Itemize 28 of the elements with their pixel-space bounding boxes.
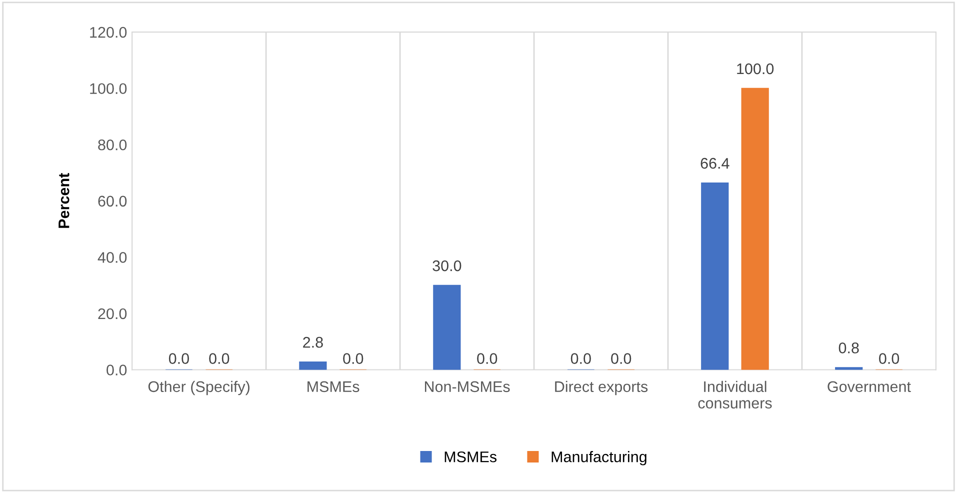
x-tick-label: Government bbox=[828, 381, 911, 392]
x-tick-label: Direct exports bbox=[555, 380, 648, 396]
x-tick-label: Other (Specify) bbox=[148, 380, 250, 396]
x-tick-label: Individual consumers bbox=[698, 380, 772, 409]
legend-label: MSMEs bbox=[444, 451, 497, 462]
data-label: 0.0 bbox=[879, 353, 900, 364]
y-axis-title: Percent bbox=[58, 173, 70, 228]
data-label: 0.0 bbox=[168, 353, 189, 364]
data-label: 2.8 bbox=[303, 336, 323, 348]
data-label: 30.0 bbox=[432, 260, 462, 272]
data-label: 0.0 bbox=[209, 353, 230, 364]
y-tick-label: 80.0 bbox=[98, 139, 127, 150]
data-label: 66.4 bbox=[700, 158, 730, 169]
x-tick-label: MSMEs bbox=[308, 381, 360, 392]
data-label: 0.0 bbox=[570, 353, 591, 364]
data-label: 0.0 bbox=[343, 353, 364, 364]
y-tick-label: 0.0 bbox=[106, 364, 127, 376]
data-label: 0.0 bbox=[477, 353, 498, 364]
y-tick-label: 100.0 bbox=[90, 83, 127, 94]
y-tick-label: 60.0 bbox=[98, 196, 127, 207]
y-tick-label: 120.0 bbox=[90, 26, 127, 38]
x-tick-label: Non-MSMEs bbox=[424, 381, 510, 392]
y-tick-label: 40.0 bbox=[98, 252, 127, 263]
data-label: 100.0 bbox=[737, 63, 774, 74]
y-tick-label: 20.0 bbox=[98, 308, 127, 320]
data-label: 0.8 bbox=[838, 342, 859, 354]
data-label: 0.0 bbox=[611, 353, 632, 364]
legend-label: Manufacturing bbox=[552, 451, 646, 466]
